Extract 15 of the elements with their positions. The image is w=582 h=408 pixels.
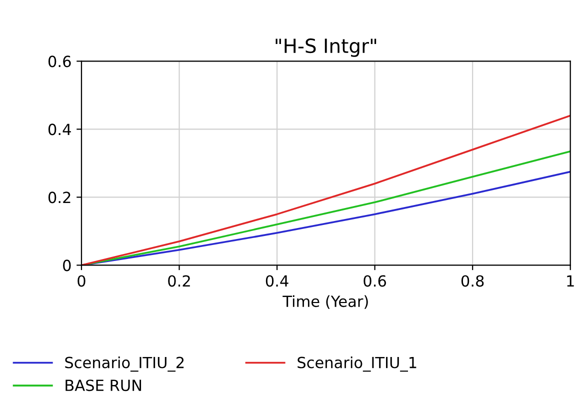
x-tick-label: 0.2 [168,275,190,287]
legend-label: BASE RUN [66,380,142,392]
legend-label: Scenario_ITIU_1 [298,356,416,372]
y-tick-label: 0.2 [48,192,70,204]
x-tick-label: 0.4 [266,275,288,287]
x-tick-label: 0.8 [461,275,484,287]
x-tick-label: 1 [567,275,574,287]
y-tick-label: 0.6 [48,56,71,68]
y-tick-label: 0 [63,260,71,272]
x-tick-label: 0 [78,275,86,287]
legend-label: Scenario_ITIU_2 [65,356,184,372]
y-tick-label: 0.4 [48,124,71,136]
x-tick-label: 0.6 [364,275,386,287]
chart-title: "H-S Intgr" [276,38,376,57]
x-axis-title: Time (Year) [282,295,368,309]
